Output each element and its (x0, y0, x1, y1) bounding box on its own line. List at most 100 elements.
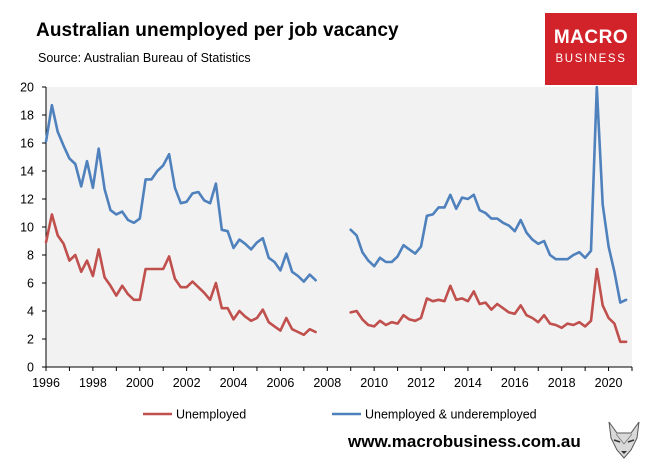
data-point (367, 324, 369, 326)
series-underemployed (44, 85, 628, 304)
data-point (608, 246, 610, 248)
y-tick-label: 8 (27, 249, 34, 263)
x-tick-label: 2000 (126, 376, 154, 390)
data-point (63, 145, 65, 147)
data-point (68, 157, 70, 159)
y-axis: 0 2 4 6 8 10 12 14 16 18 20 (20, 81, 47, 375)
data-point (180, 202, 182, 204)
data-point (479, 303, 481, 305)
data-point (584, 325, 586, 327)
website-url: www.macrobusiness.com.au (348, 432, 581, 451)
data-point (502, 307, 504, 309)
data-point (385, 324, 387, 326)
data-point (520, 304, 522, 306)
data-point (625, 299, 627, 301)
data-point (449, 285, 451, 287)
data-point (525, 314, 528, 316)
data-point (268, 257, 270, 259)
data-point (531, 317, 534, 319)
data-point (244, 316, 246, 318)
data-point (221, 307, 223, 309)
data-point (291, 271, 293, 273)
legend-label-unemployed: Unemployed (176, 408, 246, 422)
data-point (543, 314, 545, 316)
x-tick-label: 2008 (313, 376, 341, 390)
data-point (92, 187, 94, 189)
x-tick-label: 2014 (454, 376, 482, 390)
data-point (385, 261, 387, 263)
y-tick-label: 0 (27, 361, 34, 375)
data-point (426, 297, 428, 299)
data-point (315, 331, 317, 333)
series-line (349, 267, 628, 344)
data-point (596, 268, 598, 270)
data-point (596, 86, 598, 88)
data-point (408, 318, 410, 320)
data-point (578, 251, 580, 253)
x-tick-label: 2002 (173, 376, 201, 390)
data-point (496, 218, 498, 220)
y-tick-label: 16 (20, 137, 34, 151)
data-point (57, 234, 59, 236)
data-point (473, 290, 475, 292)
data-point (92, 275, 94, 277)
data-point (86, 260, 88, 262)
data-point (209, 202, 211, 204)
data-point (250, 320, 252, 322)
x-tick-label: 2010 (360, 376, 388, 390)
data-point (438, 299, 440, 301)
data-point (572, 254, 575, 256)
data-point (227, 230, 229, 232)
y-tick-label: 4 (27, 305, 34, 319)
data-point (162, 164, 164, 166)
data-point (461, 197, 463, 199)
data-point (221, 229, 223, 231)
data-point (309, 274, 311, 276)
data-point (402, 314, 405, 316)
data-point (449, 194, 451, 196)
data-point (244, 243, 246, 245)
data-point (602, 304, 604, 306)
legend: Unemployed Unemployed & underemployed (143, 408, 537, 422)
data-point (227, 307, 229, 309)
data-point (549, 323, 551, 325)
data-point (443, 300, 446, 302)
data-point (150, 268, 153, 270)
data-point (121, 285, 123, 287)
data-point (578, 321, 580, 323)
data-point (484, 302, 487, 304)
data-point (414, 253, 416, 255)
data-point (303, 334, 305, 336)
y-tick-label: 18 (20, 109, 34, 123)
data-point (121, 211, 123, 213)
legend-label-underemployed: Unemployed & underemployed (365, 408, 537, 422)
data-point (361, 318, 363, 320)
data-point (379, 257, 381, 259)
data-point (490, 309, 492, 311)
data-point (68, 260, 70, 262)
data-point (520, 219, 522, 221)
data-point (145, 178, 147, 180)
data-point (625, 341, 627, 343)
y-tick-label: 14 (20, 165, 34, 179)
data-point (502, 222, 504, 224)
data-point (51, 104, 53, 106)
data-point (215, 282, 217, 284)
data-point (590, 250, 592, 252)
data-point (391, 321, 393, 323)
data-point (133, 222, 135, 224)
data-point (197, 191, 199, 193)
data-point (127, 219, 129, 221)
data-point (133, 299, 135, 301)
data-point (180, 286, 182, 288)
x-tick-label: 2012 (407, 376, 435, 390)
data-point (514, 230, 516, 232)
data-point (45, 241, 47, 243)
data-point (256, 241, 258, 243)
data-point (373, 265, 375, 267)
data-point (397, 323, 399, 325)
data-point (203, 292, 205, 294)
data-point (438, 206, 440, 208)
data-point (408, 248, 410, 250)
